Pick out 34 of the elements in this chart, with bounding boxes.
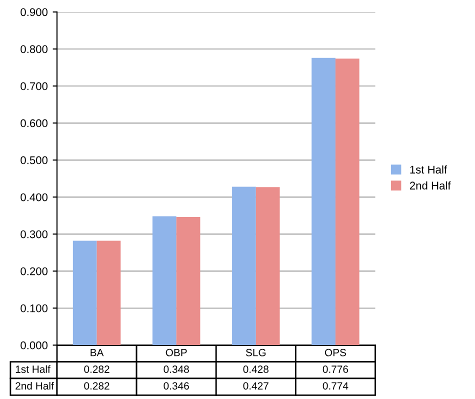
bar	[72, 240, 97, 346]
bar	[96, 240, 121, 346]
text: 2nd Half	[16, 382, 54, 390]
y-tick-label: 0.300	[20, 230, 48, 238]
y-tick-label: 0.800	[20, 45, 48, 54]
bar	[312, 58, 336, 346]
data-label: 0.774	[322, 382, 348, 390]
y-tick-label: 0.900	[20, 8, 48, 16]
y-tick-label: 0.100	[20, 304, 48, 312]
data-label: 0.346	[164, 382, 189, 390]
y-tick-label: 0.500	[20, 156, 48, 164]
data-label: 0.428	[243, 366, 268, 373]
bar	[152, 216, 176, 346]
x-tick-label: SLG	[246, 348, 266, 356]
y-tick-label: 0.200	[20, 267, 48, 276]
x-tick-label: BA	[90, 348, 104, 356]
y-tick-label: 0.400	[20, 193, 48, 202]
data-label: 0.348	[164, 366, 189, 373]
data-label: 0.427	[243, 382, 268, 390]
bar	[176, 217, 200, 346]
legend-label: 2nd Half	[410, 181, 451, 190]
x-tick-label: OBP	[166, 348, 187, 356]
bar	[256, 187, 280, 346]
data-label: 0.776	[322, 366, 348, 373]
data-label: 0.282	[84, 382, 110, 390]
data-label: 0.282	[84, 366, 110, 373]
y-tick-label: 0.700	[20, 82, 48, 90]
bar	[232, 186, 256, 346]
y-tick-label: 0.000	[20, 341, 48, 350]
bar	[335, 58, 360, 346]
y-tick-label: 0.600	[20, 119, 48, 128]
x-tick-label: OPS	[324, 348, 346, 356]
text: 1st Half	[16, 365, 50, 373]
legend-label: 1st Half	[410, 165, 448, 174]
